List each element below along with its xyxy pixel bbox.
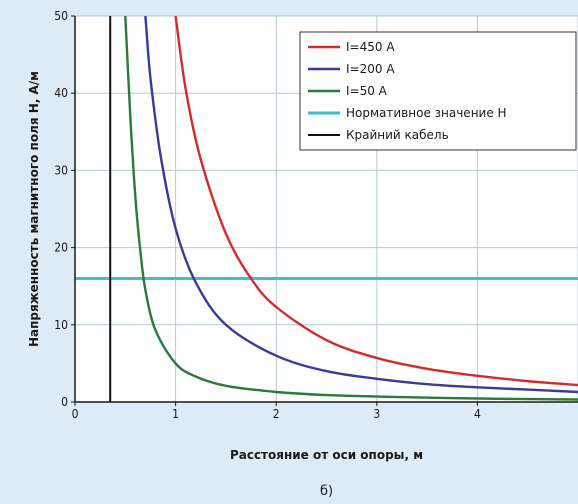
legend-box xyxy=(299,31,577,151)
y-tick-label: 0 xyxy=(61,395,68,409)
x-tick-label: 4 xyxy=(474,407,481,421)
legend-label-2: I=200 A xyxy=(346,62,395,76)
legend-label-1: I=450 A xyxy=(346,40,395,54)
x-tick-label: 1 xyxy=(172,407,179,421)
legend-label-5: Крайний кабель xyxy=(346,128,449,142)
legend-label-3: I=50 A xyxy=(346,84,388,98)
legend: I=450 A I=200 A I=50 A Нормативное значение… xyxy=(299,31,577,151)
y-tick-label: 10 xyxy=(54,318,68,332)
axes xyxy=(74,16,578,403)
x-tick-label: 3 xyxy=(373,407,380,421)
series-line-3 xyxy=(124,15,578,401)
y-tick-label: 30 xyxy=(54,163,68,177)
x-axis-label: Расстояние от оси опоры, м xyxy=(230,448,423,462)
y-tick-label: 20 xyxy=(54,241,68,255)
series-line-1 xyxy=(174,15,578,387)
y-axis-label: Напряженность магнитного поля Н, А/м xyxy=(27,71,41,347)
y-tick-label: 40 xyxy=(54,86,68,100)
y-tick-label: 50 xyxy=(54,9,68,23)
x-tick-label: 2 xyxy=(273,407,280,421)
series-line-2 xyxy=(144,15,578,394)
series-lines xyxy=(75,15,578,402)
x-tick-label: 0 xyxy=(72,407,79,421)
figure-caption: б) xyxy=(320,484,333,499)
legend-label-4: Нормативное значение Н xyxy=(346,106,507,120)
